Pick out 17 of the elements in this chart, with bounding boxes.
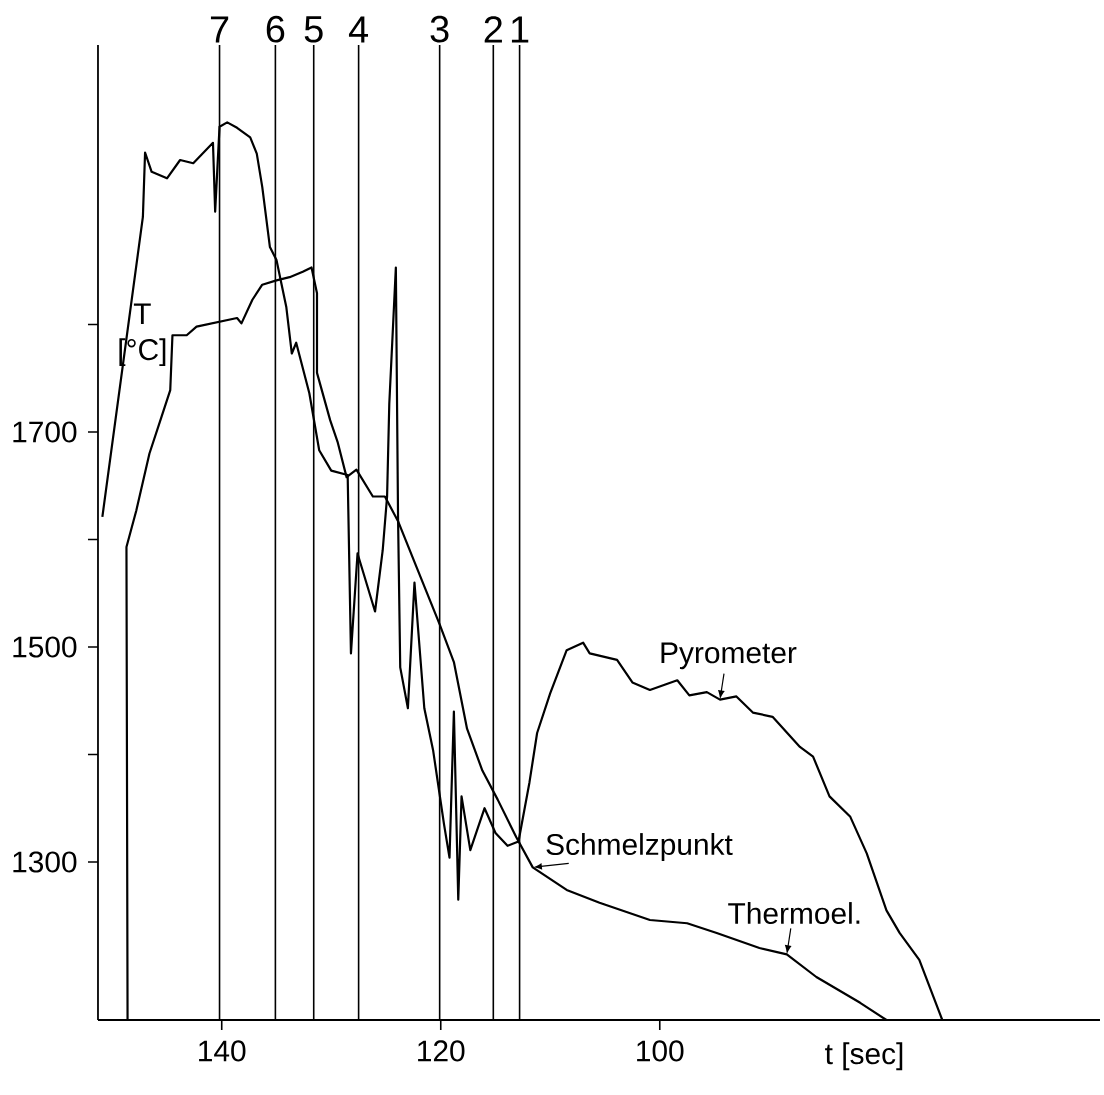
y-tick-label: 1700 bbox=[13, 421, 77, 443]
x-axis-title: t [sec] bbox=[825, 1042, 903, 1071]
annotation: 2 bbox=[484, 16, 502, 43]
x-tick-label: 140 bbox=[199, 1040, 246, 1062]
y-tick-label: 1500 bbox=[13, 636, 77, 658]
annotation: 5 bbox=[304, 16, 323, 43]
series-label: Thermoel. bbox=[728, 902, 860, 925]
annotation: 3 bbox=[430, 15, 449, 43]
y-tick-label: 1300 bbox=[13, 851, 77, 873]
annotation: 7 bbox=[210, 16, 229, 43]
annotation: 6 bbox=[266, 15, 285, 43]
annotation: Schmelzpunkt bbox=[546, 833, 733, 861]
annotation: 1 bbox=[511, 16, 529, 43]
annotation: 4 bbox=[348, 16, 369, 43]
x-tick-label: 100 bbox=[637, 1040, 684, 1062]
x-tick-label: 120 bbox=[418, 1040, 465, 1062]
series-label: Pyrometer bbox=[661, 642, 797, 670]
